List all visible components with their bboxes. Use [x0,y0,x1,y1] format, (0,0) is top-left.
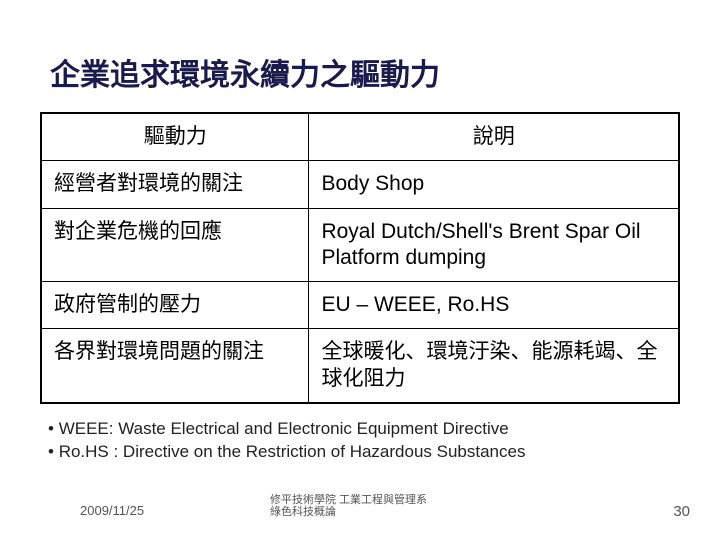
table-row: 各界對環境問題的關注 全球暖化、環境汙染、能源耗竭、全球化阻力 [41,329,679,403]
cell: 各界對環境問題的關注 [41,329,309,403]
footer-small: 修平技術學院 工業工程與管理系 綠色科技概論 [270,494,427,518]
cell: 政府管制的壓力 [41,282,309,329]
note-line: Ro.HS : Directive on the Restriction of … [48,441,680,464]
th-desc: 說明 [309,113,679,161]
slide-title: 企業追求環境永續力之驅動力 [40,50,680,94]
cell: 全球暖化、環境汙染、能源耗竭、全球化阻力 [309,329,679,403]
th-driver: 驅動力 [41,113,309,161]
cell: 經營者對環境的關注 [41,161,309,208]
footer-page: 30 [673,503,690,520]
cell: Royal Dutch/Shell's Brent Spar Oil Platf… [309,208,679,282]
table-row: 政府管制的壓力 EU – WEEE, Ro.HS [41,282,679,329]
cell: 對企業危機的回應 [41,208,309,282]
cell: Body Shop [309,161,679,208]
cell: EU – WEEE, Ro.HS [309,282,679,329]
table-row: 對企業危機的回應 Royal Dutch/Shell's Brent Spar … [41,208,679,282]
driver-table: 驅動力 說明 經營者對環境的關注 Body Shop 對企業危機的回應 Roya… [40,112,680,404]
note-line: WEEE: Waste Electrical and Electronic Eq… [48,418,680,441]
notes: WEEE: Waste Electrical and Electronic Eq… [40,418,680,464]
footer-date: 2009/11/25 [80,503,144,518]
table-row: 經營者對環境的關注 Body Shop [41,161,679,208]
